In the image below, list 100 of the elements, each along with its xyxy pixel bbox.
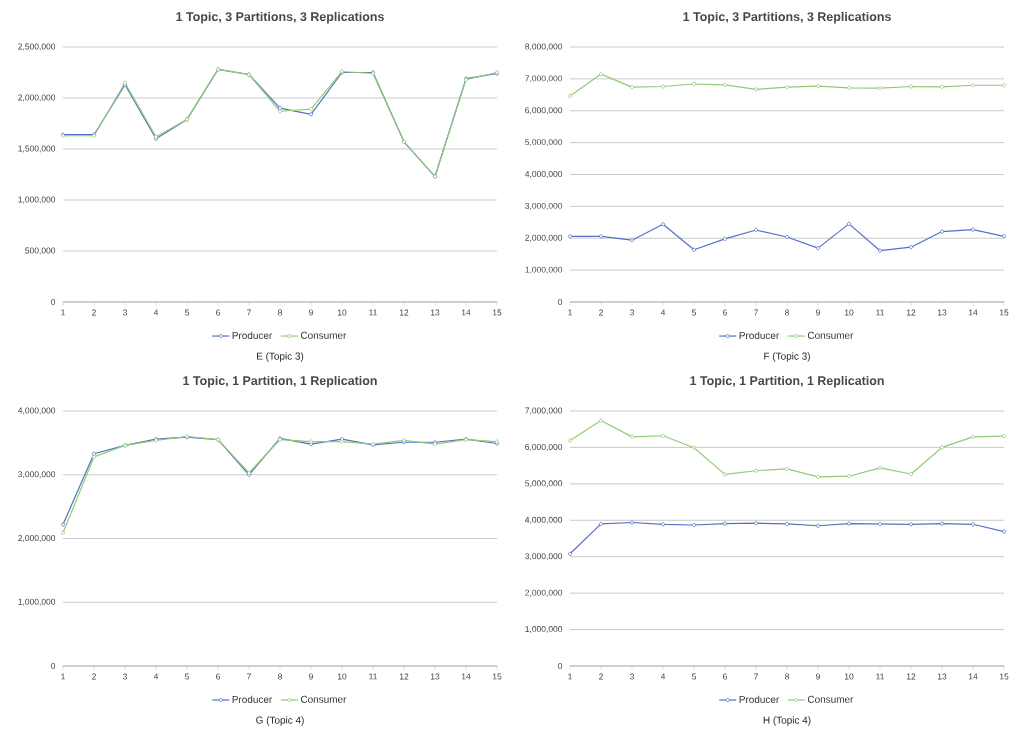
- x-tick-label: 10: [844, 673, 854, 680]
- x-tick-label: 9: [309, 309, 313, 316]
- y-tick-label: 1,000,000: [525, 266, 563, 274]
- y-tick-label: 1,000,000: [18, 196, 56, 204]
- x-tick-label: 11: [369, 309, 377, 316]
- y-tick-label: 3,000,000: [525, 553, 563, 561]
- x-tick-label: 9: [309, 673, 313, 680]
- y-tick-label: 4,000,000: [17, 407, 56, 415]
- x-tick-label: 13: [430, 673, 440, 680]
- x-tick-label: 12: [906, 673, 916, 680]
- y-tick-label: 4,000,000: [525, 516, 563, 524]
- legend-label: Producer: [739, 331, 780, 339]
- y-tick-label: 7,000,000: [525, 75, 563, 83]
- x-tick-label: 13: [937, 309, 947, 316]
- text: G (Topic 4): [256, 716, 304, 726]
- x-tick-label: 8: [278, 673, 282, 680]
- y-tick-label: 5,000,000: [525, 139, 563, 147]
- x-tick-label: 8: [785, 673, 789, 680]
- y-tick-label: 0: [51, 299, 56, 305]
- x-tick-label: 2: [599, 309, 603, 316]
- legend-label: Consumer: [300, 331, 347, 339]
- legend-label: Consumer: [300, 695, 347, 703]
- y-tick-label: 2,000,000: [18, 94, 56, 102]
- y-tick-label: 6,000,000: [525, 107, 563, 115]
- x-tick-label: 8: [785, 309, 789, 316]
- x-tick-label: 14: [968, 309, 978, 316]
- x-tick-label: 2: [599, 673, 603, 680]
- x-tick-label: 10: [844, 309, 854, 316]
- y-tick-label: 0: [558, 663, 563, 669]
- legend-label: Producer: [739, 695, 780, 703]
- x-tick-label: 3: [629, 673, 634, 680]
- x-tick-label: 13: [430, 309, 440, 316]
- y-tick-label: 3,000,000: [18, 471, 56, 479]
- x-tick-label: 9: [816, 309, 820, 316]
- x-tick-label: 11: [876, 309, 884, 316]
- y-tick-label: 1,500,000: [18, 145, 56, 153]
- x-tick-label: 4: [153, 309, 159, 316]
- x-tick-label: 6: [723, 673, 727, 680]
- x-tick-label: 7: [247, 309, 251, 316]
- legend-label: Producer: [232, 331, 273, 339]
- legend-label: Consumer: [807, 331, 854, 339]
- x-tick-label: 9: [816, 673, 820, 680]
- x-tick-label: 15: [999, 673, 1009, 680]
- x-tick-label: 1: [568, 309, 572, 316]
- x-tick-label: 10: [337, 309, 347, 316]
- x-tick-label: 1: [61, 673, 65, 680]
- y-tick-label: 1,000,000: [18, 598, 56, 606]
- y-tick-label: 1,000,000: [525, 626, 563, 634]
- x-tick-label: 11: [876, 673, 884, 680]
- x-tick-label: 15: [999, 309, 1009, 316]
- x-tick-label: 12: [399, 309, 409, 316]
- y-tick-label: 2,000,000: [18, 535, 56, 542]
- x-tick-label: 8: [278, 309, 282, 316]
- x-tick-label: 7: [247, 673, 251, 680]
- x-tick-label: 5: [184, 309, 190, 316]
- text: H (Topic 4): [763, 716, 811, 726]
- x-tick-label: 7: [754, 673, 758, 680]
- x-tick-label: 15: [492, 673, 502, 680]
- x-tick-label: 5: [692, 673, 697, 680]
- x-tick-label: 4: [153, 673, 159, 680]
- x-tick-label: 7: [754, 309, 758, 316]
- x-tick-label: 12: [399, 673, 409, 680]
- legend-label: Consumer: [807, 695, 854, 703]
- x-tick-label: 14: [461, 673, 471, 680]
- x-tick-label: 2: [92, 673, 96, 680]
- x-tick-label: 6: [216, 309, 220, 316]
- chart-title: 1 Topic, 3 Partitions, 3 Replications: [683, 11, 891, 24]
- x-tick-label: 1: [568, 673, 572, 680]
- x-tick-label: 2: [92, 309, 96, 316]
- y-tick-label: 7,000,000: [525, 407, 563, 415]
- y-tick-label: 2,000,000: [525, 589, 563, 597]
- chart-title: 1 Topic, 1 Partition, 1 Replication: [183, 375, 377, 388]
- y-tick-label: 500,000: [25, 247, 56, 255]
- x-tick-label: 4: [660, 673, 666, 680]
- y-tick-label: 3,000,000: [525, 202, 563, 210]
- x-tick-label: 14: [968, 673, 978, 680]
- x-tick-label: 6: [723, 309, 727, 316]
- x-tick-label: 1: [61, 309, 65, 316]
- x-tick-label: 10: [337, 673, 347, 680]
- x-tick-label: 12: [906, 309, 916, 316]
- y-tick-label: 4,000,000: [525, 171, 563, 178]
- y-tick-label: 5,000,000: [525, 480, 563, 488]
- x-tick-label: 11: [369, 673, 377, 680]
- x-tick-label: 4: [660, 309, 666, 316]
- x-tick-label: 15: [492, 309, 502, 316]
- chart-title: 1 Topic, 1 Partition, 1 Replication: [690, 375, 884, 388]
- x-tick-label: 5: [692, 309, 697, 316]
- y-tick-label: 2,500,000: [18, 43, 56, 51]
- y-tick-label: 0: [51, 663, 56, 669]
- x-tick-label: 5: [184, 673, 190, 680]
- y-tick-label: 2,000,000: [525, 234, 563, 242]
- text: F (Topic 3): [764, 352, 810, 362]
- x-tick-label: 3: [122, 673, 127, 680]
- x-tick-label: 13: [937, 673, 947, 680]
- y-tick-label: 6,000,000: [525, 443, 563, 451]
- y-tick-label: 0: [558, 299, 563, 305]
- legend-label: Producer: [232, 695, 273, 703]
- chart-title: 1 Topic, 3 Partitions, 3 Replications: [176, 11, 384, 24]
- x-tick-label: 14: [461, 309, 471, 316]
- x-tick-label: 6: [216, 673, 220, 680]
